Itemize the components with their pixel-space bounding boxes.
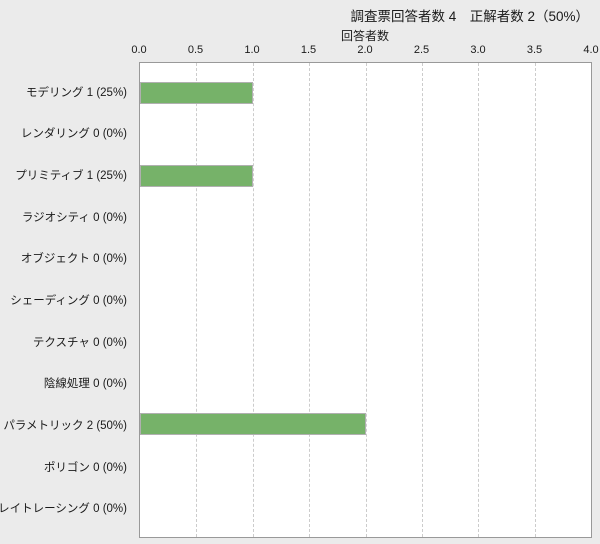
- x-tick-label: 3.0: [470, 44, 486, 56]
- x-tick-label: 3.5: [526, 44, 543, 56]
- x-tick-label: 1.5: [300, 44, 317, 56]
- bar-row: [140, 196, 591, 237]
- x-tick-label: 2.0: [357, 44, 373, 56]
- bar-row: [140, 445, 591, 486]
- bar-row: [140, 238, 591, 279]
- category-label: モデリング 1 (25%): [26, 86, 127, 99]
- category-label: レイトレーシング 0 (0%): [0, 503, 127, 516]
- x-axis-tick-labels: 0.0 0.5 1.0 1.5 2.0 2.5 3.0 3.5 4.0: [131, 44, 598, 58]
- chart-title: 調査票回答者数 4 正解者数 2（50%）: [350, 9, 589, 24]
- gridline: [309, 63, 311, 537]
- gridline: [252, 63, 254, 537]
- bar-row: [140, 155, 591, 196]
- bar-row: [140, 72, 591, 113]
- gridline: [534, 63, 536, 537]
- gridline: [478, 63, 480, 537]
- bar: [140, 81, 253, 104]
- x-tick-label: 0.5: [187, 44, 204, 56]
- x-tick-label: 1.0: [244, 44, 260, 56]
- category-label: 陰線処理 0 (0%): [43, 378, 127, 391]
- category-label: テクスチャ 0 (0%): [32, 336, 127, 349]
- category-label: オブジェクト 0 (0%): [20, 253, 127, 266]
- category-label: シェーディング 0 (0%): [10, 295, 127, 308]
- bar-rows: [140, 63, 591, 537]
- bar-row: [140, 404, 591, 445]
- category-label: パラメトリック 2 (50%): [3, 419, 127, 432]
- gridline: [365, 63, 367, 537]
- category-label: レンダリング 0 (0%): [20, 128, 127, 141]
- bar-row: [140, 487, 591, 528]
- bar-row: [140, 113, 591, 154]
- category-label: ラジオシティ 0 (0%): [21, 211, 127, 224]
- y-axis-category-labels: モデリング 1 (25%) レンダリング 0 (0%) プリミティブ 1 (25%)…: [0, 62, 133, 538]
- plot-area: [139, 62, 592, 538]
- x-axis-title: 回答者数: [340, 29, 389, 43]
- category-label: プリミティブ 1 (25%): [15, 170, 127, 183]
- gridlines: [140, 63, 591, 537]
- x-tick-label: 0.0: [131, 44, 147, 56]
- bar-row: [140, 362, 591, 403]
- bar: [140, 164, 253, 187]
- x-tick-label: 2.5: [413, 44, 430, 56]
- x-tick-label: 4.0: [583, 44, 599, 56]
- bar: [140, 413, 366, 436]
- bar-row: [140, 321, 591, 362]
- gridline: [196, 63, 198, 537]
- category-label: ポリゴン 0 (0%): [43, 461, 127, 474]
- gridline: [421, 63, 423, 537]
- bar-row: [140, 279, 591, 320]
